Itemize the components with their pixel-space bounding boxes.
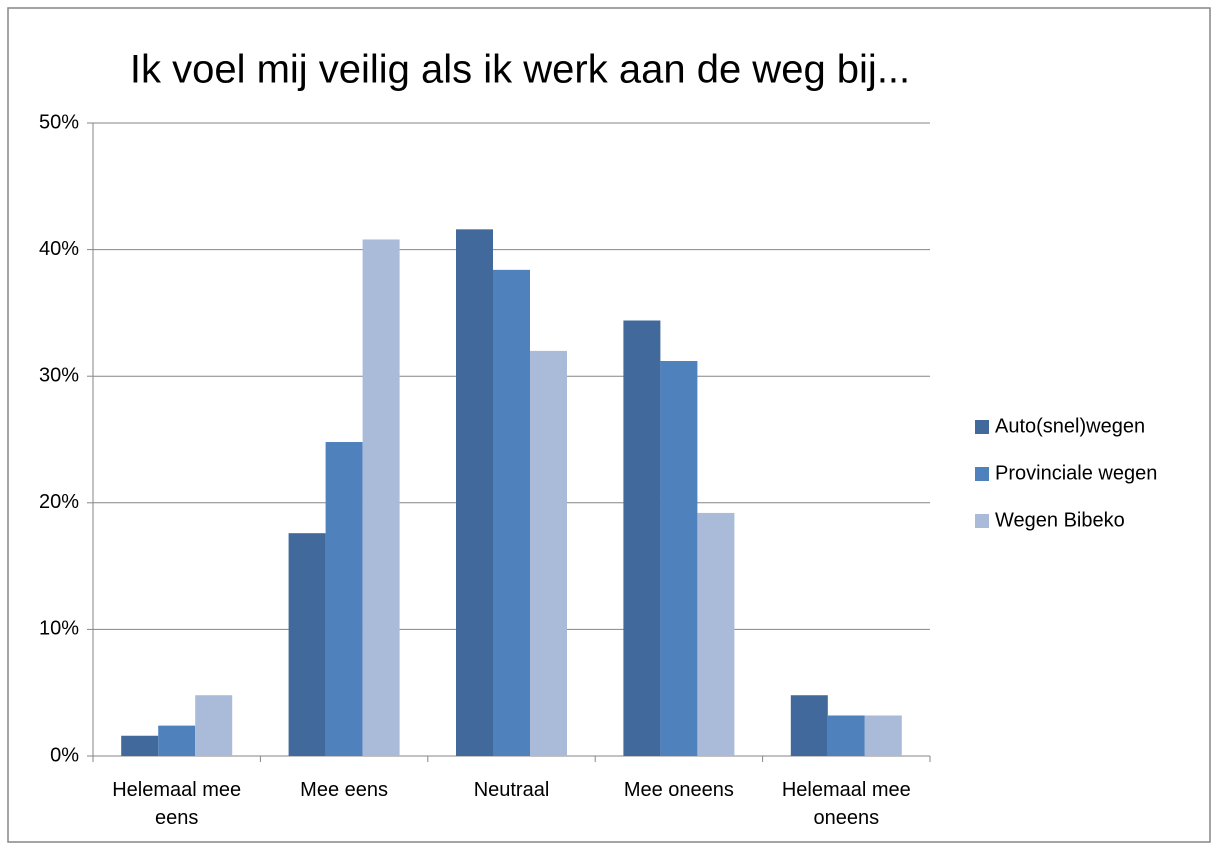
y-tick-label: 50% [39,111,79,133]
bar [697,512,735,756]
legend-label: Auto(snel)wegen [995,415,1145,437]
legend-swatch [975,514,989,528]
x-tick-label: Helemaal mee eens [112,779,242,829]
bar [288,533,326,756]
legend-label: Provinciale wegen [995,462,1157,484]
bar [195,695,233,756]
bar [456,229,493,756]
legend-swatch [975,420,989,434]
bar [362,239,400,757]
x-tick-label: Neutraal [473,779,550,801]
x-tick-label: Helemaal mee oneens [781,779,911,829]
y-tick-label: 0% [50,744,79,766]
bar [790,695,828,756]
legend-label: Wegen Bibeko [995,509,1125,531]
y-tick-label: 40% [39,238,79,260]
x-tick-label: Mee eens [300,779,389,801]
legend-swatch [975,467,989,481]
bar [864,715,902,756]
chart-title: Ik voel mij veilig als ik werk aan de we… [130,48,910,92]
bar [158,725,196,756]
bar [660,361,698,756]
bar [325,442,363,756]
bar [827,715,865,756]
y-tick-label: 20% [39,491,79,513]
bar [493,269,530,756]
bar [623,320,661,756]
y-tick-label: 30% [39,364,79,386]
y-tick-label: 10% [39,618,79,640]
bar [530,350,567,756]
x-tick-label: Mee oneens [623,779,734,801]
bar [121,735,159,756]
